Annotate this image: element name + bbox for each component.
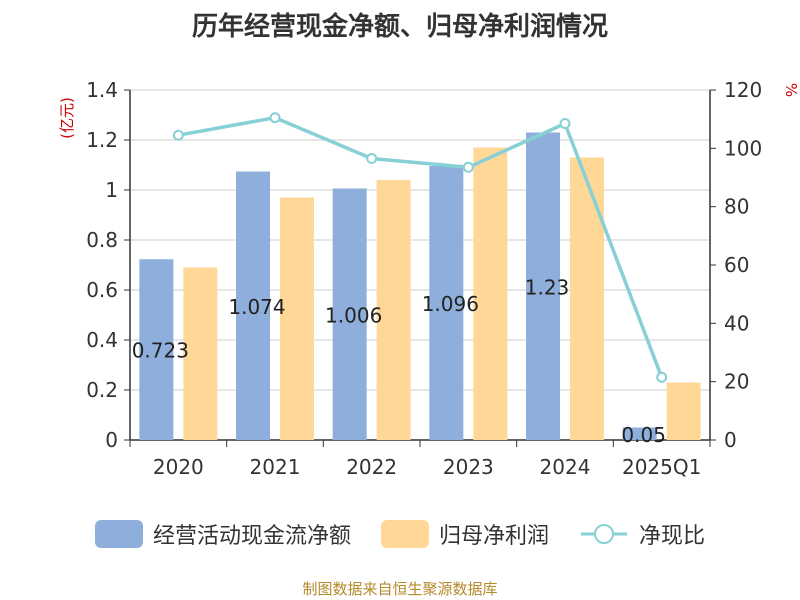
legend-swatch-cashflow	[94, 520, 143, 548]
source-note: 制图数据来自恒生聚源数据库	[302, 580, 498, 598]
y-left-tick-label: 0.6	[86, 278, 118, 302]
point-ratio	[366, 153, 378, 165]
legend-line-marker	[581, 524, 627, 544]
bar-profit	[183, 267, 218, 440]
data-label-cashflow: 0.723	[132, 339, 189, 363]
bar-cashflow	[236, 171, 270, 440]
legend-item-cashflow[interactable]: 经营活动现金流净额	[94, 518, 351, 550]
bar-cashflow	[622, 427, 657, 440]
point-ratio	[656, 371, 668, 383]
x-tick-label: 2022	[346, 455, 397, 479]
y-right-tick-label: 100	[724, 136, 762, 160]
bar-profit	[280, 197, 314, 440]
bar-profit	[473, 147, 508, 440]
point-ratio	[559, 118, 571, 130]
legend-label-profit: 归母净利润	[438, 524, 549, 549]
x-tick-label: 2021	[250, 455, 301, 479]
y-left-tick-label: 1.2	[86, 128, 118, 152]
legend: 经营活动现金流净额 归母净利润 净现比	[0, 518, 800, 550]
y-right-tick-label: 20	[724, 370, 749, 394]
y-right-tick-label: 120	[724, 78, 762, 102]
data-label-cashflow: 1.23	[525, 275, 570, 299]
bar-cashflow	[526, 132, 560, 440]
y-left-tick-label: 1.4	[86, 78, 118, 102]
y-left-tick-label: 1	[105, 178, 118, 202]
y-right-tick-label: 0	[724, 428, 737, 452]
legend-label-cashflow: 经营活动现金流净额	[152, 524, 351, 549]
legend-item-ratio[interactable]: 净现比	[579, 518, 705, 550]
bar-cashflow	[332, 188, 367, 440]
point-ratio	[462, 161, 474, 173]
y-left-axis-label: (亿元)	[58, 97, 76, 139]
y-right-axis-label: %	[782, 83, 800, 97]
y-left-tick-label: 0.8	[86, 228, 118, 252]
data-label-cashflow: 0.05	[621, 423, 666, 447]
y-right-tick-label: 40	[724, 311, 749, 335]
point-ratio	[269, 112, 281, 124]
legend-label-ratio: 净现比	[639, 524, 706, 549]
line-ratio	[178, 115, 664, 378]
y-right-tick-label: 80	[724, 195, 749, 219]
x-tick-label: 2025Q1	[622, 455, 701, 479]
chart-title: 历年经营现金净额、归母净利润情况	[191, 12, 608, 42]
y-right-tick-label: 60	[724, 253, 749, 277]
point-ratio	[172, 129, 184, 141]
y-left-tick-label: 0	[105, 428, 118, 452]
legend-swatch-profit	[380, 520, 429, 548]
data-label-cashflow: 1.074	[228, 295, 285, 319]
x-tick-label: 2024	[540, 455, 591, 479]
bar-profit	[666, 382, 701, 440]
legend-item-profit[interactable]: 归母净利润	[380, 518, 549, 550]
x-tick-label: 2020	[153, 455, 204, 479]
y-left-tick-label: 0.2	[86, 378, 118, 402]
bar-profit	[376, 180, 411, 440]
data-label-cashflow: 1.096	[422, 292, 479, 316]
y-left-tick-label: 0.4	[86, 328, 118, 352]
x-tick-label: 2023	[443, 455, 494, 479]
bar-profit	[570, 157, 604, 440]
bar-cashflow	[139, 259, 174, 440]
data-label-cashflow: 1.006	[325, 303, 382, 327]
bar-cashflow	[429, 166, 464, 440]
